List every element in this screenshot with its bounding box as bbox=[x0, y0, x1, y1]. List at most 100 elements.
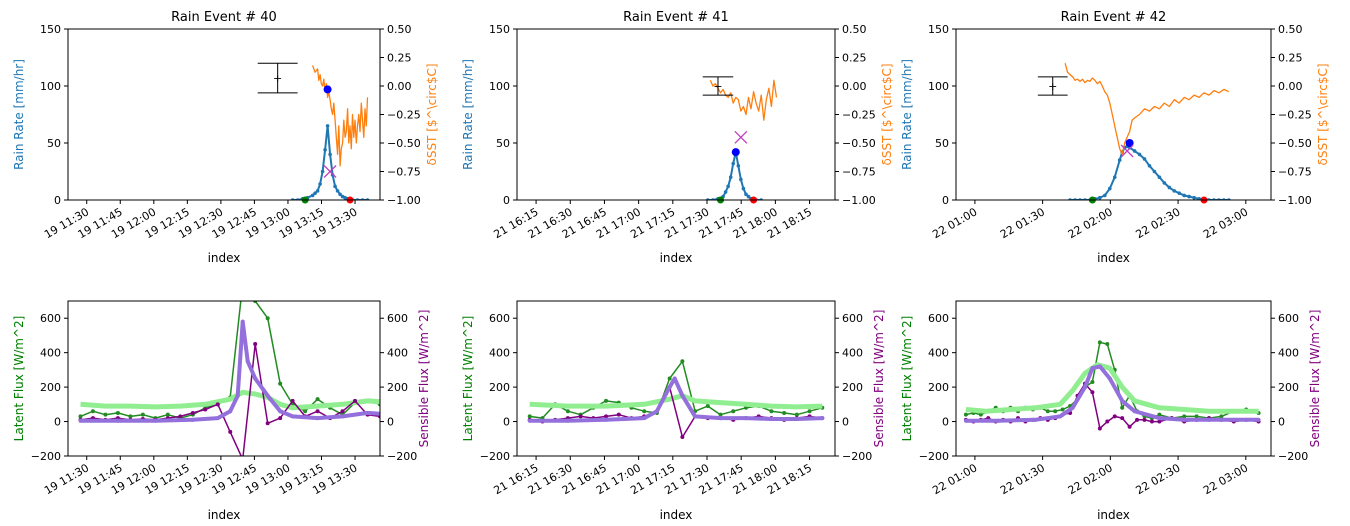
latent-flux-line-point bbox=[705, 404, 710, 409]
x-tick-label: 22 02:30 bbox=[1133, 461, 1182, 497]
sensible-flux-line-point bbox=[253, 342, 258, 347]
rain-peak-marker bbox=[731, 148, 740, 157]
y-right-tick-label: 0 bbox=[1278, 416, 1285, 429]
y-right-axis-label: δSST [$^\circ$C] bbox=[880, 63, 894, 165]
rain-rate-line-point bbox=[1107, 186, 1112, 191]
y-tick-label: 600 bbox=[40, 312, 61, 325]
sensible-smooth-line-point bbox=[1231, 417, 1236, 422]
sensible-flux-line-point bbox=[616, 412, 621, 417]
rain-rate-line-point bbox=[1137, 152, 1142, 157]
sensible-smooth-line-point bbox=[718, 416, 723, 421]
latent-flux-line-point bbox=[1194, 414, 1199, 419]
sensible-flux-line-point bbox=[353, 398, 358, 403]
plot-frame bbox=[955, 28, 1272, 201]
x-axis-label: index bbox=[208, 251, 241, 265]
rain-rate-line-point bbox=[313, 191, 317, 195]
y-right-tick-label: 600 bbox=[842, 312, 863, 325]
sensible-smooth-line-point bbox=[743, 416, 748, 421]
latent-flux-line-point bbox=[527, 414, 532, 419]
y-tick-label: 50 bbox=[47, 137, 61, 150]
plot-frame bbox=[67, 300, 381, 457]
sensible-smooth-line-point bbox=[1157, 416, 1162, 421]
sensible-smooth-line-point bbox=[565, 418, 570, 423]
sensible-smooth-line-point bbox=[963, 418, 968, 423]
sensible-smooth-line-point bbox=[1182, 417, 1187, 422]
y-right-tick-label: 400 bbox=[1278, 347, 1299, 360]
x-tick-label: 22 01:00 bbox=[930, 205, 979, 241]
latent-flux-line-point bbox=[963, 412, 968, 417]
y-right-axis-label: Sensible Flux [W/m^2] bbox=[872, 310, 886, 448]
sensible-smooth-line-point bbox=[527, 418, 532, 423]
errorbar-mean: + bbox=[1048, 80, 1057, 93]
rain-rate-line-point bbox=[328, 152, 332, 157]
sensible-smooth-line-point bbox=[794, 416, 799, 421]
sensible-flux-line-point bbox=[241, 457, 245, 461]
rain-rate-line-point bbox=[1187, 194, 1191, 199]
latent-flux-line-point bbox=[1097, 340, 1102, 345]
sensible-flux-line-point bbox=[228, 429, 233, 434]
y-tick-label: 600 bbox=[928, 312, 949, 325]
y-axis-label: Latent Flux [W/m^2] bbox=[461, 316, 475, 442]
sensible-flux-line-point bbox=[403, 413, 407, 417]
sensible-smooth-line-point bbox=[1097, 364, 1102, 369]
rain-rate-line-point bbox=[1167, 185, 1172, 190]
sensible-smooth-line-point bbox=[235, 393, 240, 398]
rain-rate-line-point bbox=[736, 164, 741, 168]
y-right-tick-label: 600 bbox=[1278, 312, 1299, 325]
y-right-tick-label: 0.25 bbox=[842, 52, 867, 65]
sensible-smooth-line-point bbox=[365, 410, 370, 415]
latent-flux-line-point bbox=[731, 409, 736, 414]
sensible-smooth-line-point bbox=[1082, 385, 1087, 390]
sensible-flux-line-point bbox=[290, 398, 295, 403]
rain-rate-line-point bbox=[338, 192, 342, 197]
sensible-flux-line-point bbox=[1142, 417, 1147, 422]
latent-smooth-line bbox=[965, 362, 1259, 414]
rain-rate-line-point bbox=[1172, 189, 1177, 193]
sensible-smooth-line-point bbox=[769, 416, 774, 421]
latent-flux-line-point bbox=[667, 376, 672, 381]
rain-rate-line-point bbox=[746, 194, 751, 199]
sensible-flux-line-point bbox=[440, 413, 444, 417]
y-right-tick-label: 0.00 bbox=[387, 80, 412, 93]
y-right-tick-label: −200 bbox=[387, 450, 417, 463]
latent-flux-line-point bbox=[1182, 414, 1187, 419]
x-axis-label: index bbox=[208, 508, 241, 522]
y-right-tick-label: −0.75 bbox=[842, 166, 876, 179]
sensible-smooth-line-point bbox=[996, 418, 1001, 423]
rain-rate-line-point bbox=[310, 193, 315, 198]
rain-rate-line-point bbox=[333, 184, 337, 189]
y-right-tick-label: −1.00 bbox=[842, 194, 876, 207]
sensible-smooth-line-point bbox=[315, 416, 320, 421]
chart-title: Rain Event # 41 bbox=[623, 10, 729, 25]
x-tick-label: 22 02:00 bbox=[1066, 205, 1115, 241]
latent-flux-line-point bbox=[1053, 409, 1058, 414]
sensible-flux-line-point bbox=[278, 416, 283, 421]
y-right-tick-label: 400 bbox=[842, 347, 863, 360]
y-right-tick-label: −1.00 bbox=[387, 194, 421, 207]
y-tick-label: 200 bbox=[40, 381, 61, 394]
y-axis-label: Latent Flux [W/m^2] bbox=[12, 316, 26, 442]
y-right-tick-label: 0.00 bbox=[1278, 80, 1303, 93]
sensible-smooth-line-point bbox=[672, 376, 677, 381]
y-right-tick-label: −0.25 bbox=[842, 109, 876, 122]
sensible-smooth-line-point bbox=[604, 417, 609, 422]
sensible-smooth-line-point bbox=[1058, 414, 1063, 419]
rain-rate-line-point bbox=[315, 189, 320, 193]
latent-flux-line-point bbox=[794, 412, 799, 417]
y-right-tick-label: 0.25 bbox=[387, 52, 412, 65]
x-axis-label: index bbox=[660, 508, 693, 522]
sensible-flux-line-point bbox=[1149, 419, 1154, 424]
sensible-smooth-line-point bbox=[440, 416, 444, 420]
sensible-flux-line-point bbox=[1120, 416, 1125, 421]
sensible-smooth-line-point bbox=[278, 409, 283, 414]
sst-anomaly-line bbox=[311, 65, 369, 167]
x-axis-label: index bbox=[1097, 508, 1130, 522]
rain-rate-line-point bbox=[1162, 181, 1167, 185]
latent-flux-line-point bbox=[782, 410, 787, 415]
sst-anomaly-line bbox=[709, 79, 778, 121]
latent-flux-line-point bbox=[303, 409, 308, 414]
latent-flux-line-point bbox=[390, 406, 394, 410]
sst-anomaly-line bbox=[1064, 63, 1230, 156]
y-tick-label: 400 bbox=[489, 347, 510, 360]
sensible-smooth-line bbox=[529, 376, 823, 423]
